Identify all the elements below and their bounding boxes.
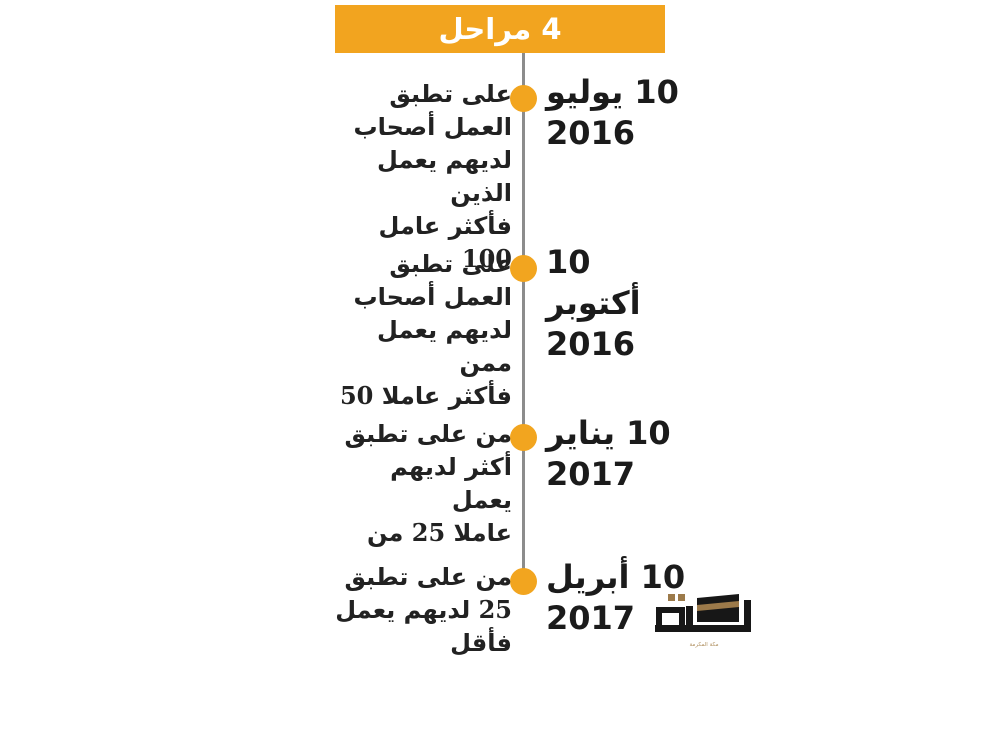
milestone-3-date: 10 يناير 2017 [546,413,696,495]
makkah-newspaper-logo: مكة المكرمة [653,588,755,656]
milestone-4-description: من على تطبق 25 لديهم يعمل فأقل [335,562,512,657]
header-banner: 4 مراحل [335,5,665,53]
makkah-logo-icon: مكة المكرمة [655,594,751,648]
timeline-dot-1 [510,85,537,112]
milestone-4-date-month: 10 أبريل [546,558,686,596]
logo-dot-icon [668,594,675,601]
milestone-1-date: 10 يوليو 2016 [546,72,696,154]
milestone-1-date-month: 10 يوليو [546,73,679,111]
logo-tagline: مكة المكرمة [689,641,718,648]
milestone-3-date-month: 10 يناير [546,414,671,452]
milestone-1-date-year: 2016 [546,114,636,152]
timeline-dot-4 [510,568,537,595]
milestone-4-date: 10 أبريل 2017 [546,557,696,639]
milestone-2-description: على تطبق العمل أصحاب لديهم يعمل ممن فأكث… [339,249,512,410]
milestone-1-description: على تطبق العمل أصحاب لديهم يعمل الذين فأ… [353,79,513,273]
timeline-dot-3 [510,424,537,451]
milestone-2-date: 10 أكتوبر 2016 [546,242,696,365]
milestone-4-date-year: 2017 [546,599,636,637]
milestone-3-date-year: 2017 [546,455,636,493]
logo-baseline [655,625,751,632]
logo-stroke [686,606,693,628]
milestone-2-date-year: 2016 [546,325,636,363]
header-title: 4 مراحل [438,12,562,46]
milestone-2-date-month: 10 أكتوبر [546,243,641,322]
logo-stroke [744,600,751,628]
logo-dot-icon [678,594,685,601]
timeline-dot-2 [510,255,537,282]
timeline-line [522,53,525,582]
kaaba-band-icon [697,601,739,611]
milestone-3-description: من على تطبق أكثر لديهم يعمل عاملا 25 من [344,419,512,547]
